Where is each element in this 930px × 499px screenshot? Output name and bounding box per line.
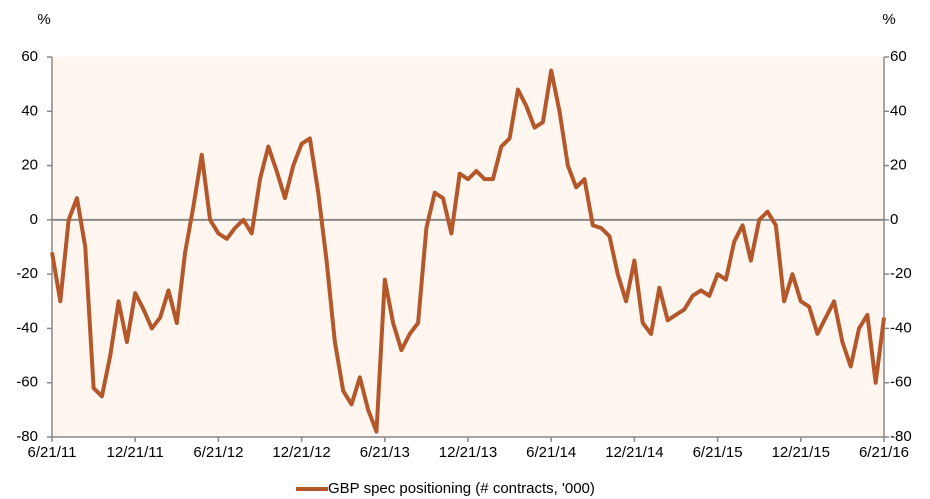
y-tick-label: -40 <box>16 319 38 336</box>
x-tick-label: 12/21/13 <box>439 444 497 461</box>
series-line <box>50 68 886 434</box>
y2-tick-label: 40 <box>890 102 907 119</box>
y2-tick-label: -60 <box>890 374 912 391</box>
x-tick-label: 12/21/12 <box>272 444 330 461</box>
y2-tick-label: -80 <box>890 428 912 445</box>
x-tick-label: 6/21/12 <box>193 444 243 461</box>
y2-tick-label: 60 <box>890 48 907 65</box>
x-tick-label: 6/21/15 <box>693 444 743 461</box>
y2-tick-label: -40 <box>890 319 912 336</box>
x-tick-label: 6/21/16 <box>859 444 909 461</box>
y-axis-label: % <box>37 11 50 28</box>
y-tick-label: -20 <box>16 265 38 282</box>
plot-area <box>52 57 884 437</box>
y-tick-label: 20 <box>21 157 38 174</box>
y2-tick-label: -20 <box>890 265 912 282</box>
y2-axis-label: % <box>882 11 895 28</box>
legend-label: GBP spec positioning (# contracts, '000) <box>328 480 595 497</box>
y-tick-label: 60 <box>21 48 38 65</box>
y-tick-label: -60 <box>16 374 38 391</box>
y2-tick-label: 20 <box>890 157 907 174</box>
y-tick-label: 0 <box>30 211 38 228</box>
x-tick-label: 6/21/13 <box>360 444 410 461</box>
x-tick-label: 12/21/15 <box>772 444 830 461</box>
x-tick-label: 12/21/14 <box>605 444 663 461</box>
y-tick-label: 40 <box>21 102 38 119</box>
x-tick-label: 12/21/11 <box>107 444 164 461</box>
y-tick-label: -80 <box>16 428 38 445</box>
x-tick-label: 6/21/11 <box>28 444 77 461</box>
x-tick-label: 6/21/14 <box>526 444 576 461</box>
y2-tick-label: 0 <box>890 211 898 228</box>
